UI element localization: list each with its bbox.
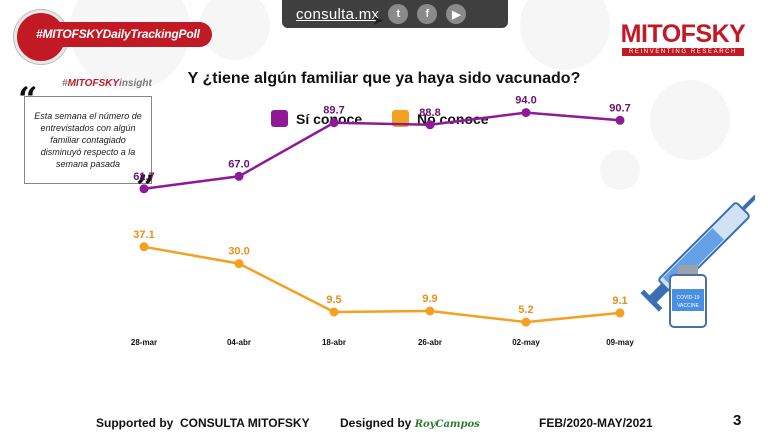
series-line-no-conoce (143, 245, 621, 324)
svg-text:COVID-19: COVID-19 (676, 295, 699, 301)
x-tick-label: 18-abr (322, 338, 346, 347)
data-point-no-conoce (139, 242, 149, 252)
data-point-si-conoce (234, 171, 244, 181)
chart-title: Y ¿tiene algún familiar que ya haya sido… (187, 70, 581, 87)
page-number: 3 (733, 412, 742, 429)
data-point-si-conoce (139, 184, 149, 194)
insight-text: Esta semana el número de entrevistados c… (34, 111, 142, 169)
legend-swatch-si-conoce (271, 110, 288, 127)
background-virus-decoration (600, 150, 640, 190)
brand-tagline: REINVENTING RESEARCH (622, 48, 744, 56)
insight-tag: #MITOFSKYinsight (62, 78, 152, 89)
background-virus-decoration (650, 80, 730, 160)
data-label-no-conoce: 9.5 (326, 294, 341, 306)
data-point-si-conoce (425, 120, 435, 130)
x-tick-label: 02-may (512, 338, 540, 347)
x-tick-label: 04-abr (227, 338, 251, 347)
legend-swatch-no-conoce (392, 110, 409, 127)
data-label-si-conoce: 90.7 (609, 102, 630, 114)
youtube-icon[interactable]: ▶ (446, 4, 467, 24)
x-tick-label: 28-mar (131, 338, 157, 347)
data-point-si-conoce (615, 115, 625, 125)
facebook-icon[interactable]: f (417, 4, 438, 24)
data-label-si-conoce: 89.7 (323, 105, 344, 117)
data-label-si-conoce: 88.8 (419, 107, 440, 119)
site-link[interactable]: consulta.mx (296, 5, 380, 23)
footer-date-range: FEB/2020-MAY/2021 (539, 416, 653, 430)
data-point-no-conoce (234, 259, 244, 269)
data-point-si-conoce (329, 118, 339, 128)
data-point-no-conoce (425, 306, 435, 316)
x-tick-label: 26-abr (418, 338, 442, 347)
top-site-bar: consulta.mx t f ▶ (282, 0, 508, 28)
legend-label-no-conoce: No conoce (417, 110, 489, 127)
insight-quote: Esta semana el número de entrevistados c… (24, 96, 152, 184)
twitter-icon[interactable]: t (388, 4, 409, 24)
footer-supported: Supported by CONSULTA MITOFSKY (96, 416, 310, 430)
legend-no-conoce: No conoce (392, 110, 489, 127)
data-label-si-conoce: 61.7 (133, 171, 154, 183)
footer-designed: Designed by RoyCampos (340, 416, 480, 430)
brand-name: MITOFSKY (620, 20, 746, 48)
data-label-no-conoce: 9.1 (612, 295, 627, 307)
brand-logo: MITOFSKY REINVENTING RESEARCH (618, 20, 748, 56)
designer-signature: RoyCampos (414, 419, 480, 430)
series-line-si-conoce (143, 111, 621, 191)
data-label-si-conoce: 94.0 (515, 95, 536, 107)
vaccine-vial-icon: COVID-19 VACCINE (669, 265, 707, 328)
data-label-no-conoce: 37.1 (133, 229, 154, 241)
data-label-no-conoce: 5.2 (518, 304, 533, 316)
svg-text:VACCINE: VACCINE (677, 303, 700, 309)
data-point-no-conoce (329, 307, 339, 317)
mouse-cursor-icon: ➤ (372, 12, 384, 28)
x-tick-label: 09-may (606, 338, 634, 347)
data-label-no-conoce: 9.9 (422, 293, 437, 305)
hashtag-badge: #MITOFSKYDailyTrackingPoll (28, 22, 212, 47)
data-point-si-conoce (521, 108, 531, 118)
background-virus-decoration (520, 0, 610, 70)
data-label-no-conoce: 30.0 (228, 246, 249, 258)
data-label-si-conoce: 67.0 (228, 158, 249, 170)
data-point-no-conoce (615, 308, 625, 318)
data-point-no-conoce (521, 317, 531, 327)
background-virus-decoration (200, 0, 270, 60)
